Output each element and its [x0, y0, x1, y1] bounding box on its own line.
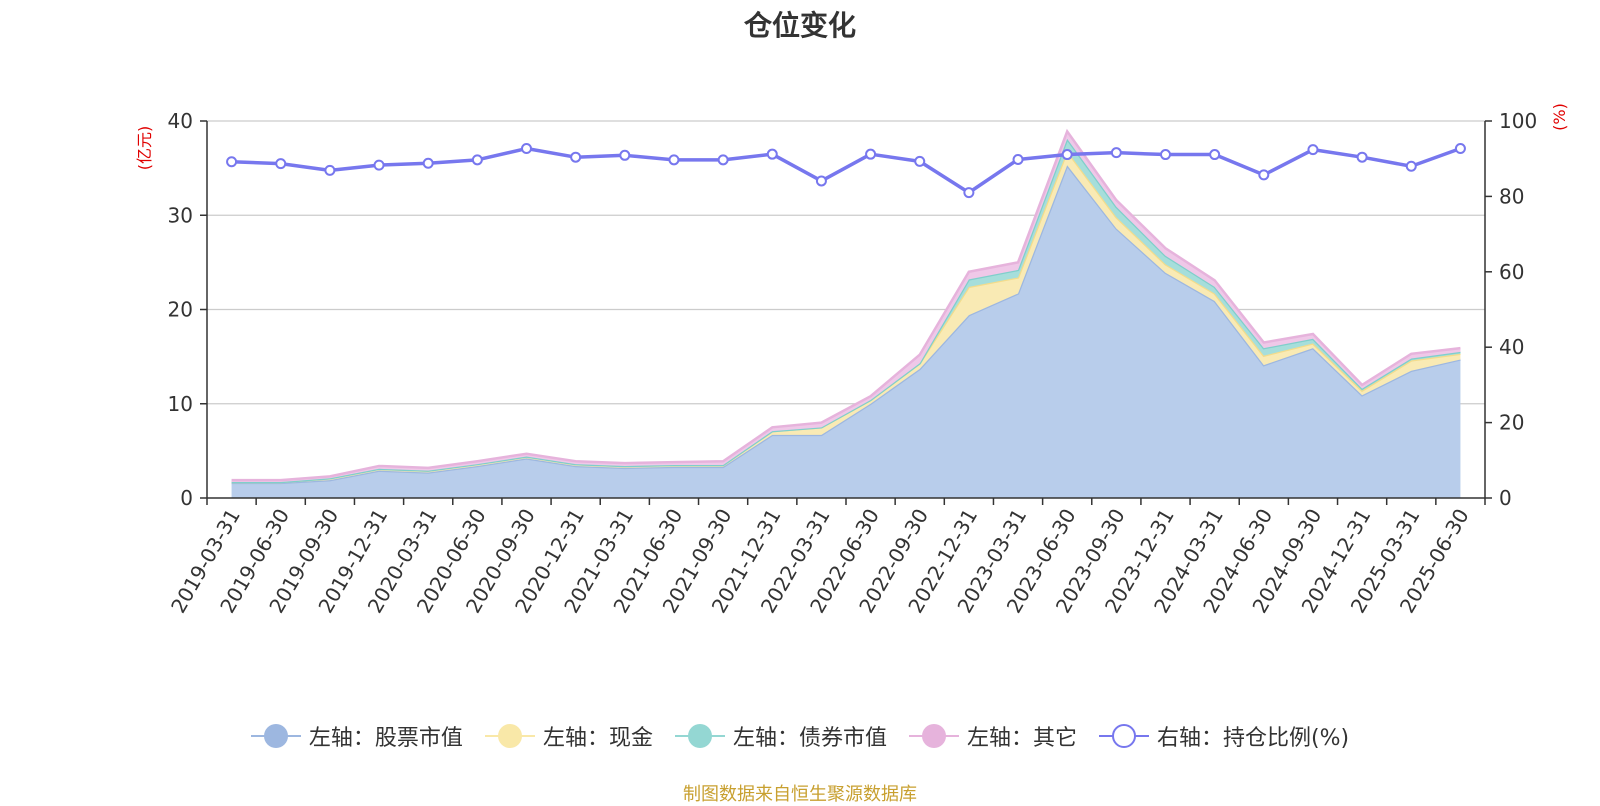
y-left-tick-label: 0	[180, 486, 193, 510]
y-left-tick-label: 30	[168, 203, 193, 227]
ratio-point	[521, 143, 532, 155]
line-layer	[226, 143, 1466, 199]
area-series-3	[231, 131, 1461, 482]
y-right-tick-label: 100	[1499, 109, 1537, 133]
ratio-point	[1307, 144, 1319, 156]
ratio-point	[717, 154, 729, 166]
legend-marker-icon	[908, 721, 959, 751]
legend-label: 右轴：持仓比例(%)	[1156, 726, 1350, 751]
y-left-tick-label: 10	[168, 392, 193, 416]
y-right-tick-label: 80	[1499, 184, 1524, 208]
chart-title: 仓位变化	[743, 9, 856, 42]
legend-label: 左轴：现金	[542, 726, 653, 751]
legend-label: 左轴：债券市值	[732, 726, 887, 751]
source-note: 制图数据来自恒生聚源数据库	[683, 784, 917, 805]
ratio-point	[324, 164, 336, 176]
y-right-tick-label: 40	[1499, 335, 1524, 359]
right-axis-unit: (%)	[1550, 103, 1569, 131]
ratio-point	[1012, 153, 1024, 165]
ratio-point	[1209, 149, 1221, 161]
ratio-point	[422, 157, 434, 169]
legend-label: 左轴：其它	[966, 726, 1077, 751]
ratio-point	[1405, 160, 1417, 172]
ratio-point	[1356, 151, 1368, 163]
axis-layer	[200, 120, 1492, 505]
legend-label: 左轴：股票市值	[308, 726, 463, 751]
area-series-1	[231, 151, 1461, 483]
ratio-point	[226, 156, 238, 168]
ratio-point	[1454, 143, 1466, 155]
legend-item[interactable]: 左轴：现金	[484, 720, 653, 752]
y-left-tick-label: 20	[168, 298, 193, 322]
y-right-tick-label: 20	[1499, 411, 1524, 435]
y-right-tick-label: 0	[1499, 486, 1512, 510]
ratio-point	[815, 175, 827, 187]
ratio-point	[373, 159, 385, 171]
legend-item[interactable]: 右轴：持仓比例(%)	[1098, 720, 1350, 752]
label-layer: 0102030400204060801002019-03-312019-06-3…	[135, 103, 1569, 617]
area-layer	[231, 128, 1461, 499]
ratio-point	[619, 149, 631, 161]
ratio-point	[1110, 147, 1122, 159]
ratio-point	[668, 154, 680, 166]
legend-marker-icon	[250, 721, 301, 751]
left-axis-unit: (亿元)	[135, 126, 154, 171]
ratio-point	[865, 148, 877, 160]
legend-item[interactable]: 左轴：债券市值	[674, 720, 887, 752]
legend-marker-icon	[484, 721, 535, 751]
ratio-point	[1061, 149, 1073, 161]
area-series-0	[231, 165, 1461, 499]
ratio-point	[1258, 169, 1270, 181]
area-series-edge-3	[231, 128, 1461, 482]
y-right-tick-label: 60	[1499, 260, 1524, 284]
legend: 左轴：股票市值 左轴：现金 左轴：债券市值 左轴：其它 右轴：持仓比例(%)	[0, 720, 1600, 752]
ratio-point	[471, 154, 483, 166]
ratio-line	[231, 146, 1462, 195]
legend-marker-icon	[1098, 721, 1149, 751]
legend-marker-icon	[674, 721, 725, 751]
legend-item[interactable]: 左轴：其它	[908, 720, 1077, 752]
legend-item[interactable]: 左轴：股票市值	[250, 720, 463, 752]
ratio-point	[1160, 149, 1171, 161]
ratio-point	[766, 148, 778, 160]
y-left-tick-label: 40	[168, 109, 193, 133]
ratio-point	[963, 187, 975, 199]
ratio-point	[570, 151, 582, 163]
ratio-point	[914, 155, 926, 167]
ratio-point	[275, 158, 287, 170]
